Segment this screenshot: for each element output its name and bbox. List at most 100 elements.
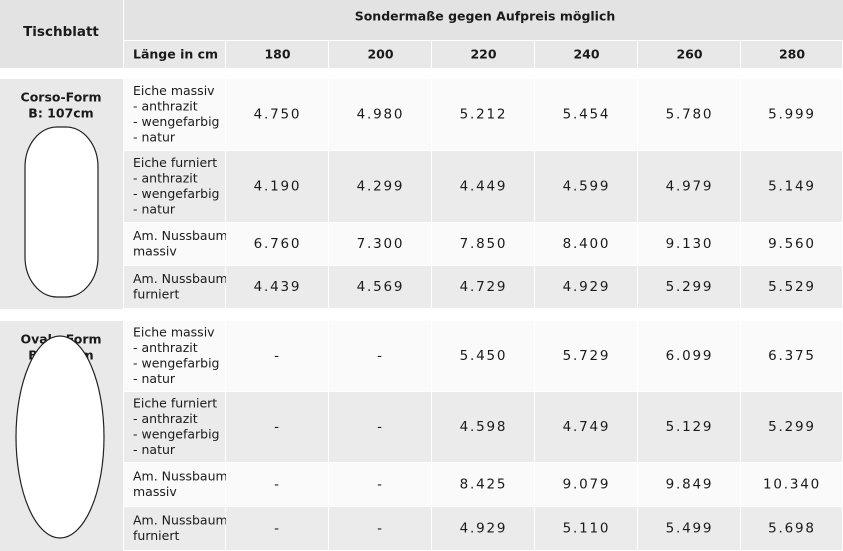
price: 5.729 <box>563 348 611 364</box>
material-cell <box>124 463 225 506</box>
material-text: Am. Nussbaum <box>133 512 228 527</box>
length-header: 240 <box>573 47 599 62</box>
price: 5.299 <box>666 279 714 295</box>
price: 4.929 <box>563 279 611 295</box>
price-cell <box>741 392 842 462</box>
material-cell <box>124 392 225 462</box>
price-cell <box>638 392 740 462</box>
price: 5.110 <box>563 521 611 537</box>
price: 6.760 <box>254 236 302 252</box>
price-cell <box>741 223 842 265</box>
material-text: - wengefarbig <box>133 426 220 441</box>
price-cell <box>432 223 534 265</box>
price: - <box>274 419 281 435</box>
material-text: massiv <box>133 484 177 499</box>
price-cell <box>226 321 328 391</box>
price: 7.300 <box>357 236 405 252</box>
price-cell <box>638 151 740 222</box>
price-cell <box>535 223 637 265</box>
price-cell <box>226 463 328 506</box>
material-text: Eiche furniert <box>133 155 217 170</box>
price-cell <box>226 507 328 550</box>
price: 4.598 <box>460 419 508 435</box>
price-cell <box>741 266 842 308</box>
price: 10.340 <box>763 477 821 493</box>
price: 8.400 <box>563 236 611 252</box>
price-cell <box>432 463 534 506</box>
price: - <box>377 348 384 364</box>
material-cell <box>124 151 225 222</box>
price-cell <box>741 507 842 550</box>
price: 4.439 <box>254 279 302 295</box>
material-text: Eiche massiv <box>133 83 215 98</box>
price-cell <box>535 463 637 506</box>
price: - <box>377 521 384 537</box>
length-header: 200 <box>367 47 393 62</box>
price: 5.999 <box>768 107 816 123</box>
material-text: - natur <box>133 371 176 386</box>
material-text: furniert <box>133 286 179 301</box>
length-header: 260 <box>676 47 702 62</box>
price: 5.780 <box>666 107 714 123</box>
price-cell <box>535 321 637 391</box>
price: 9.079 <box>563 477 611 493</box>
header-cell <box>124 41 225 68</box>
price-cell <box>535 266 637 308</box>
material-cell <box>124 223 225 265</box>
price: 4.750 <box>254 107 302 123</box>
price-cell <box>432 321 534 391</box>
material-cell <box>124 321 225 391</box>
price: 9.560 <box>768 236 816 252</box>
price-cell <box>638 321 740 391</box>
price-cell <box>226 79 328 150</box>
material-text: furniert <box>133 528 179 543</box>
price-cell <box>535 79 637 150</box>
price-cell <box>226 151 328 222</box>
price: 5.698 <box>768 521 816 537</box>
material-cell <box>124 507 225 550</box>
section-width: B: 107cm <box>28 106 93 121</box>
price-cell <box>741 321 842 391</box>
price-cell <box>741 79 842 150</box>
price-cell <box>226 266 328 308</box>
price: 4.979 <box>666 179 714 195</box>
price-cell <box>226 392 328 462</box>
length-header: 220 <box>470 47 496 62</box>
price-cell <box>432 79 534 150</box>
section-name: Corso-Form <box>21 90 102 105</box>
header-cell <box>638 41 740 68</box>
material-text: - wengefarbig <box>133 355 220 370</box>
price-cell <box>329 507 431 550</box>
header-cell <box>535 41 637 68</box>
price: 4.929 <box>460 521 508 537</box>
price-cell <box>329 266 431 308</box>
price: 4.299 <box>357 179 405 195</box>
price-cell <box>432 266 534 308</box>
price-cell <box>741 463 842 506</box>
material-text: massiv <box>133 243 177 258</box>
material-text: - wengefarbig <box>133 186 220 201</box>
header-cell <box>0 0 123 68</box>
price: 6.099 <box>666 348 714 364</box>
price-cell <box>432 151 534 222</box>
length-header: 180 <box>264 47 290 62</box>
price-cell <box>638 507 740 550</box>
price-cell <box>638 266 740 308</box>
price: 4.980 <box>357 107 405 123</box>
material-text: - anthrazit <box>133 411 198 426</box>
price-cell <box>226 223 328 265</box>
material-text: Am. Nussbaum <box>133 271 228 286</box>
price-cell <box>432 392 534 462</box>
price: 4.729 <box>460 279 508 295</box>
price: 5.454 <box>563 107 611 123</box>
material-cell <box>124 79 225 150</box>
price-cell <box>329 321 431 391</box>
table-shape <box>24 126 99 298</box>
price: - <box>377 419 384 435</box>
price-cell <box>638 463 740 506</box>
material-text: Am. Nussbaum <box>133 228 228 243</box>
price: 4.569 <box>357 279 405 295</box>
price: 5.499 <box>666 521 714 537</box>
